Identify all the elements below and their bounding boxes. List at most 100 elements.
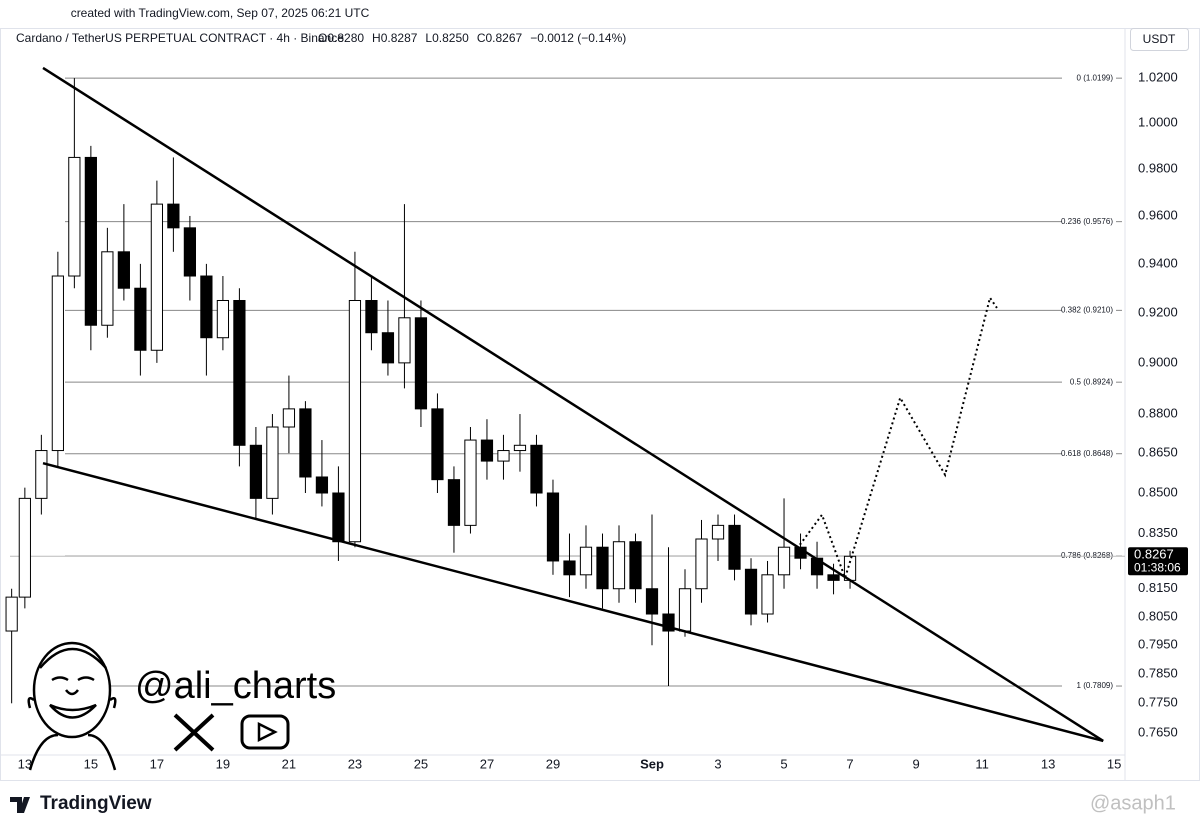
candle-body bbox=[5, 596, 18, 632]
x-tick-label: 13 bbox=[1041, 756, 1055, 771]
countdown: 01:38:06 bbox=[1134, 560, 1181, 574]
candle-body bbox=[612, 541, 626, 590]
fib-label: 0.786 (0.8268) bbox=[1061, 551, 1113, 560]
candle-body bbox=[282, 408, 296, 428]
candle-body bbox=[447, 479, 461, 526]
candle-body bbox=[398, 317, 411, 364]
last-price-label: 0.8267 bbox=[1134, 547, 1174, 562]
y-tick-label: 0.8800 bbox=[1138, 405, 1178, 420]
plot: 1.0200 1.0000 0.9800 0.9600 0.9400 0.9200 0.90… bbox=[5, 66, 1188, 771]
x-tick-label: Sep bbox=[640, 756, 664, 771]
ohlc-value: L0.8250 bbox=[425, 31, 469, 45]
fib-label: 0.382 (0.9210) bbox=[1061, 305, 1113, 314]
fib-label: 0 (1.0199) bbox=[1077, 73, 1114, 82]
candle-body bbox=[35, 450, 48, 499]
candle-body bbox=[348, 299, 362, 543]
brand: TradingView bbox=[40, 793, 152, 814]
candle-body bbox=[546, 492, 560, 562]
candle-body bbox=[431, 408, 444, 481]
y-tick-label: 0.9400 bbox=[1138, 255, 1178, 270]
fib-label: 1 (0.7809) bbox=[1077, 681, 1114, 690]
fib-label: 0.5 (0.8924) bbox=[1070, 377, 1113, 386]
candle-body bbox=[563, 560, 576, 576]
candle-body bbox=[381, 332, 395, 364]
candle-body bbox=[579, 546, 593, 576]
candle-body bbox=[414, 317, 428, 410]
ohlc-value: H0.8287 bbox=[372, 31, 418, 45]
signature: @asaph1 bbox=[1090, 792, 1176, 814]
candle-body bbox=[497, 450, 510, 462]
candle-body bbox=[728, 524, 741, 570]
candle-body bbox=[183, 227, 197, 277]
candle-body bbox=[150, 203, 163, 351]
candle-body bbox=[315, 476, 329, 494]
x-tick-label: 23 bbox=[348, 756, 362, 771]
y-tick-label: 0.9200 bbox=[1138, 304, 1178, 319]
ohlc-header: O0.8280 H0.8287 L0.8250 C0.8267 −0.0012 (−0.… bbox=[318, 31, 626, 45]
author-handle: @ali_charts bbox=[135, 665, 336, 707]
candle-body bbox=[365, 299, 378, 334]
y-tick-label: 0.8650 bbox=[1138, 445, 1178, 460]
candle-body bbox=[711, 524, 725, 540]
fib-label: 0.236 (0.9576) bbox=[1061, 217, 1113, 226]
currency[interactable]: USDT bbox=[1143, 32, 1176, 46]
candle-body bbox=[464, 439, 477, 526]
candle-body bbox=[761, 574, 774, 615]
y-tick-label: 0.8050 bbox=[1138, 608, 1178, 623]
x-tick-label: 7 bbox=[846, 756, 853, 771]
candle-body bbox=[678, 588, 692, 632]
candle-body bbox=[249, 444, 263, 499]
candle-body bbox=[117, 251, 130, 289]
y-tick-label: 0.8500 bbox=[1138, 484, 1178, 499]
candle-body bbox=[84, 156, 97, 326]
candle-body bbox=[216, 299, 230, 339]
fib-label: 0.618 (0.8648) bbox=[1061, 449, 1113, 458]
x-tick-label: 25 bbox=[414, 756, 428, 771]
price-change: −0.0012 (−0.14%) bbox=[530, 31, 626, 45]
x-tick-label: 15 bbox=[1107, 756, 1121, 771]
x-tick-label: 19 bbox=[216, 756, 230, 771]
created-note: created with TradingView.com, Sep 07, 20… bbox=[71, 6, 370, 20]
currency-box[interactable] bbox=[1130, 28, 1189, 51]
x-tick-label: 13 bbox=[18, 756, 32, 771]
y-tick-label: 0.7850 bbox=[1138, 666, 1178, 681]
avatar bbox=[27, 641, 117, 771]
trendline bbox=[42, 66, 1104, 742]
candle-body bbox=[233, 299, 246, 446]
y-tick-label: 0.9800 bbox=[1138, 160, 1178, 175]
candle-body bbox=[645, 588, 659, 615]
tv-logo bbox=[10, 797, 30, 813]
candle-body bbox=[101, 251, 114, 326]
x-tick-label: 27 bbox=[480, 756, 494, 771]
candle-body bbox=[827, 574, 840, 581]
x-tick-label: 29 bbox=[546, 756, 560, 771]
y-tick-label: 0.7950 bbox=[1138, 637, 1178, 652]
candle-body bbox=[51, 275, 64, 452]
symbol: Cardano / TetherUS PERPETUAL CONTRACT · … bbox=[16, 31, 344, 45]
candle-body bbox=[299, 408, 312, 478]
candle-body bbox=[332, 492, 345, 543]
y-tick-label: 0.9000 bbox=[1138, 354, 1178, 369]
candle-body bbox=[596, 546, 609, 590]
y-tick-label: 0.8350 bbox=[1138, 525, 1178, 540]
y-tick-label: 0.7750 bbox=[1138, 695, 1178, 710]
x-tick-label: 5 bbox=[780, 756, 787, 771]
x-icon bbox=[173, 713, 215, 752]
y-tick-label: 0.7650 bbox=[1138, 724, 1178, 739]
youtube-play bbox=[257, 721, 278, 743]
x-tick-label: 11 bbox=[975, 756, 989, 771]
x-tick-label: 17 bbox=[150, 756, 164, 771]
candle-body bbox=[134, 287, 147, 351]
candle-body bbox=[530, 444, 543, 494]
x-tick-label: 15 bbox=[84, 756, 98, 771]
youtube-icon bbox=[240, 714, 290, 750]
candle-body bbox=[18, 497, 31, 598]
y-tick-label: 1.0000 bbox=[1138, 114, 1178, 129]
candle-body bbox=[695, 538, 708, 590]
trendline bbox=[42, 461, 1104, 743]
x-tick-label: 21 bbox=[282, 756, 296, 771]
y-tick-label: 1.0200 bbox=[1138, 69, 1178, 84]
x-tick-label: 3 bbox=[714, 756, 721, 771]
